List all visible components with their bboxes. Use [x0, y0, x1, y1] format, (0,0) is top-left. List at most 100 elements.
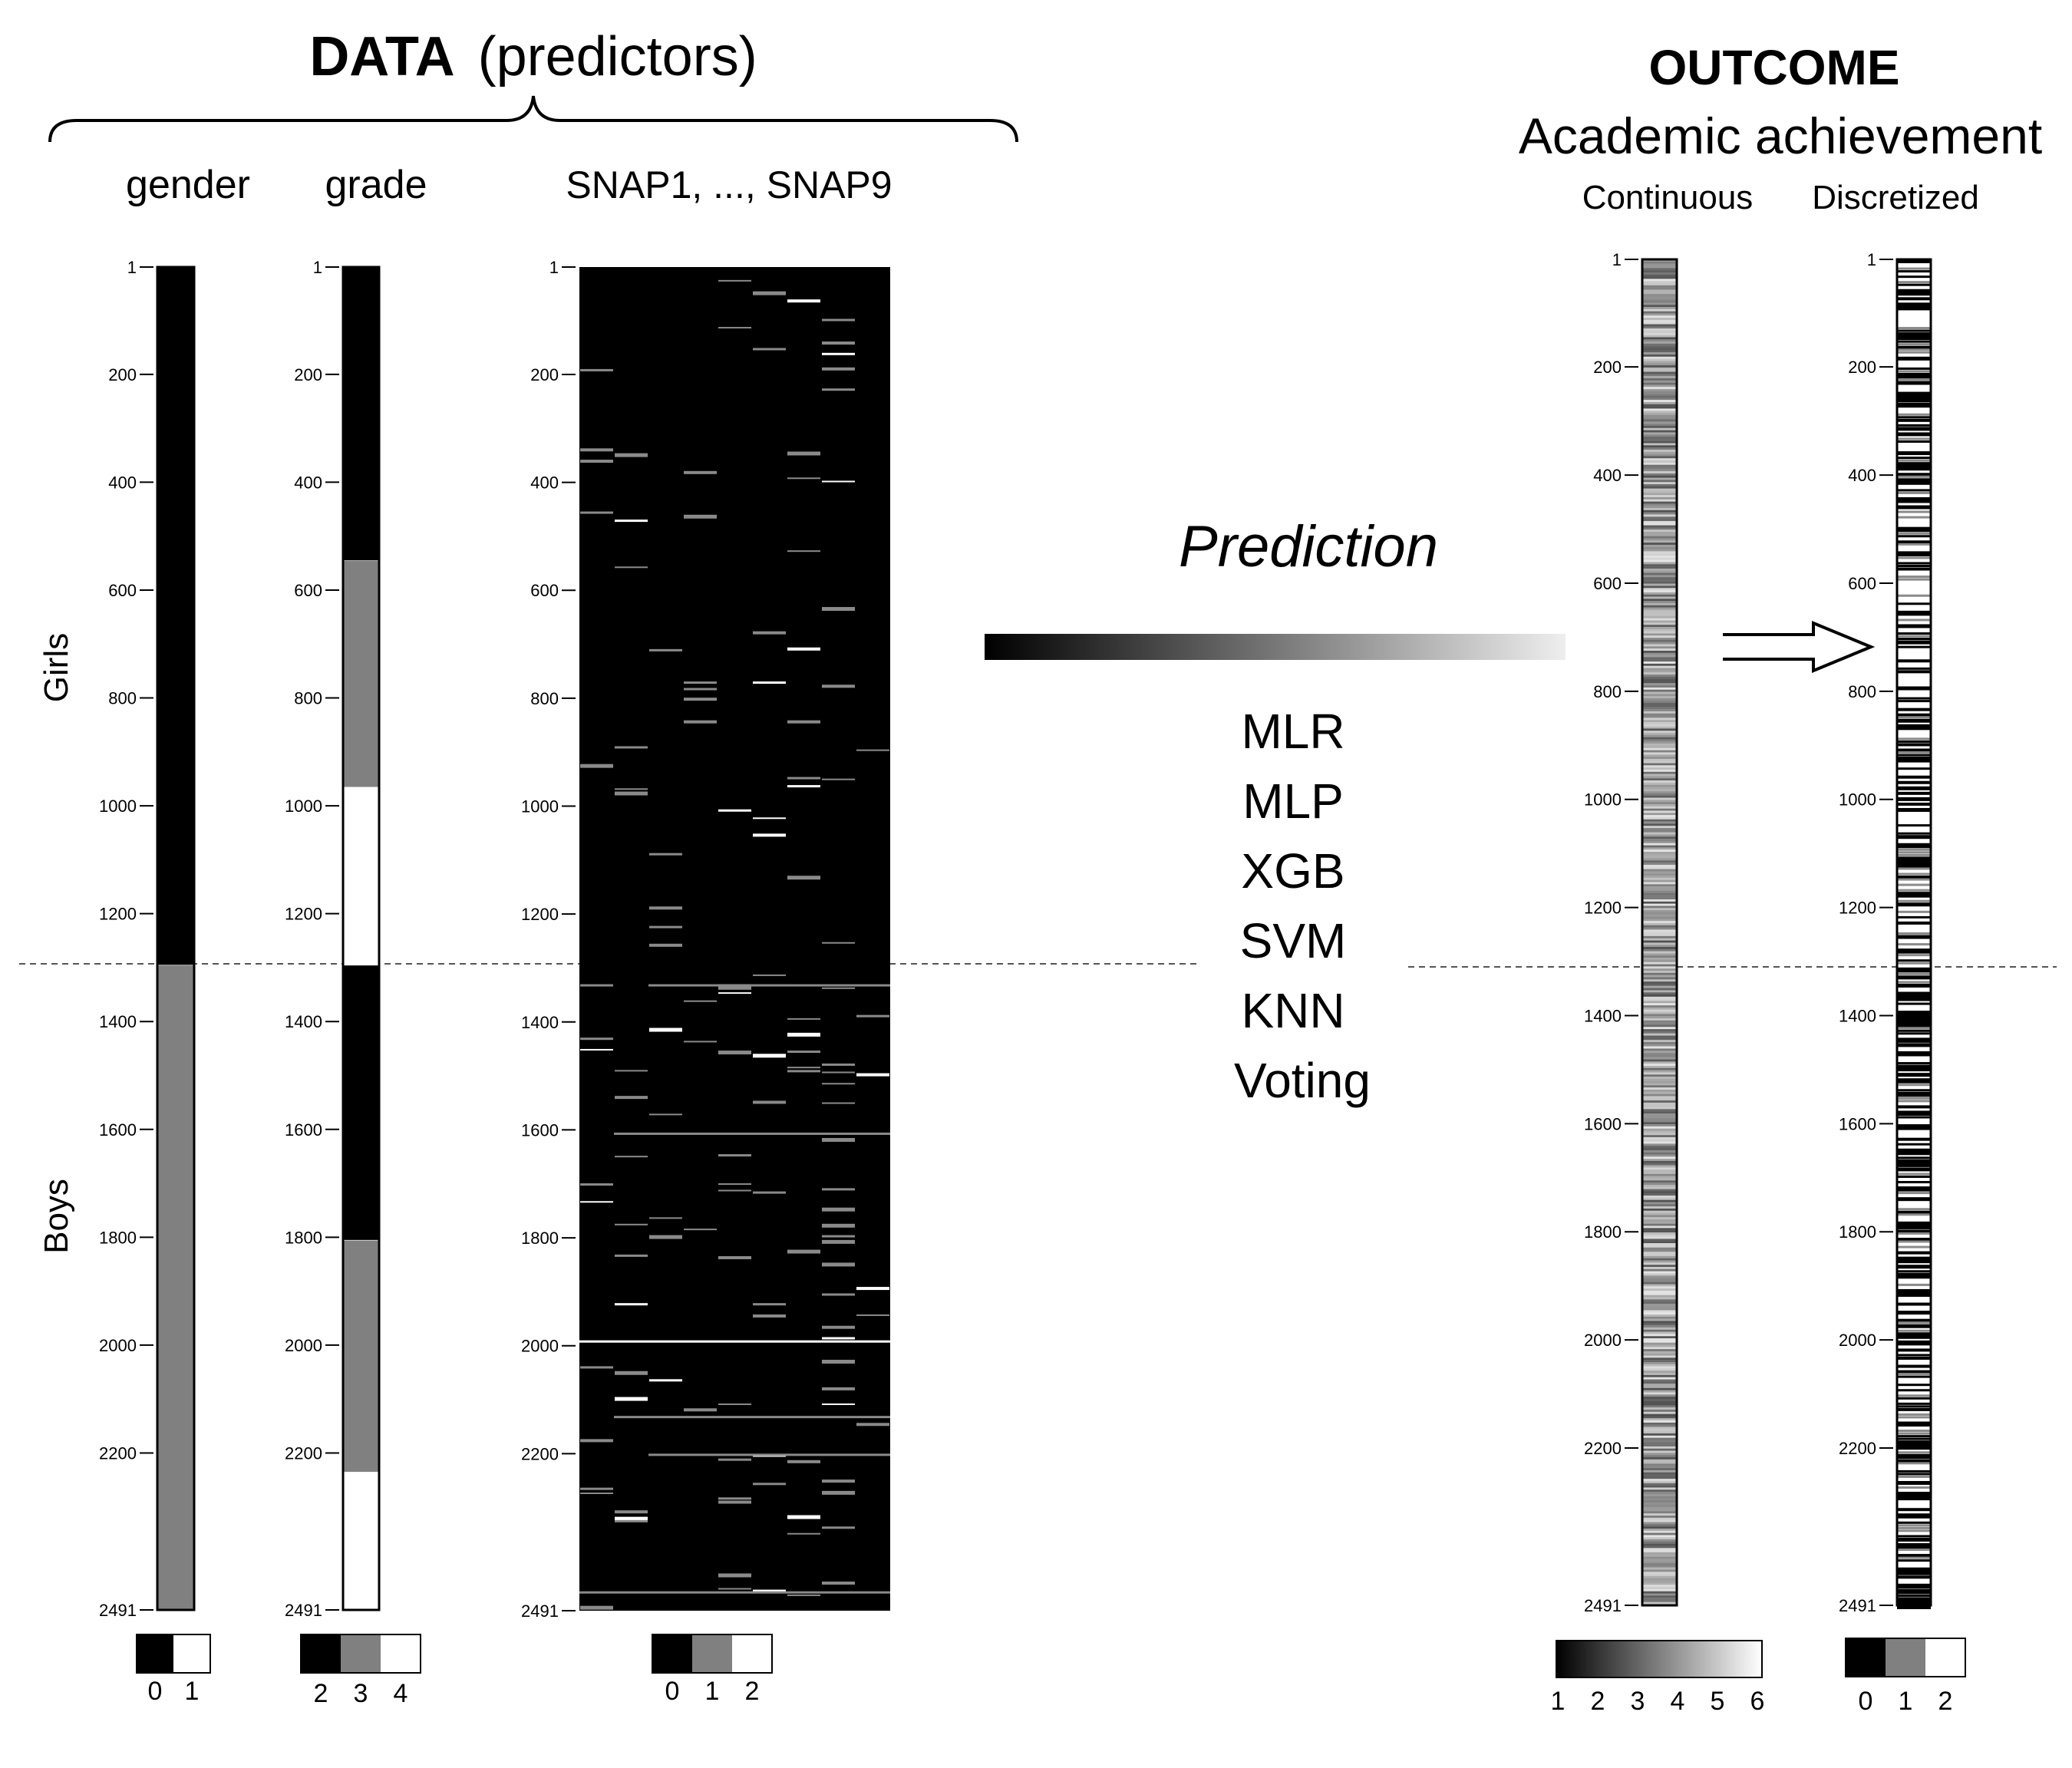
group-label-boys: Boys	[38, 1179, 75, 1254]
continuous-cell	[1642, 544, 1677, 547]
continuous-cell	[1642, 972, 1677, 975]
continuous-cell	[1642, 1150, 1677, 1153]
continuous-cell	[1642, 332, 1677, 335]
discretized-cell	[1897, 1027, 1931, 1030]
discretized-legend-label: 1	[1899, 1687, 1913, 1716]
discretized-cell	[1897, 1554, 1931, 1559]
discretized-cell	[1897, 1384, 1931, 1387]
discretized-cell	[1897, 1329, 1931, 1332]
continuous-cell	[1642, 869, 1677, 872]
grade-tick-label: 2491	[285, 1601, 322, 1620]
discretized-cell	[1897, 1373, 1931, 1376]
continuous-cell	[1642, 1126, 1677, 1129]
continuous-cell	[1642, 279, 1677, 282]
continuous-cell	[1642, 661, 1677, 665]
gender-tick-label: 1400	[99, 1012, 137, 1031]
continuous-cell	[1642, 1160, 1677, 1163]
continuous-cell	[1642, 940, 1677, 943]
continuous-cell	[1642, 1249, 1677, 1252]
snap-cell	[856, 749, 889, 751]
discretized-cell	[1897, 1494, 1931, 1498]
snap-cell	[856, 1423, 889, 1427]
continuous-cell	[1642, 594, 1677, 597]
continuous-cell	[1642, 1286, 1677, 1289]
continuous-cell	[1642, 628, 1677, 632]
continuous-cell	[1642, 460, 1677, 463]
discretized-cell	[1897, 851, 1931, 854]
continuous-cell	[1642, 998, 1677, 1001]
continuous-cell	[1642, 276, 1677, 279]
continuous-cell	[1642, 1083, 1677, 1086]
discretized-cell	[1897, 1037, 1931, 1041]
continuous-cell	[1642, 1007, 1677, 1010]
continuous-cell	[1642, 698, 1677, 701]
discretized-cell	[1897, 902, 1931, 907]
continuous-cell	[1642, 739, 1677, 742]
discretized-cell	[1897, 270, 1931, 273]
discretized-cell	[1897, 1251, 1931, 1255]
continuous-cell	[1642, 890, 1677, 893]
continuous-cell	[1642, 1124, 1677, 1127]
grade-tick-label: 800	[294, 689, 322, 708]
discretized-cell	[1897, 416, 1931, 419]
continuous-cell	[1642, 631, 1677, 634]
continuous-cell	[1642, 992, 1677, 995]
snap-cell	[787, 477, 820, 480]
continuous-cell	[1642, 601, 1677, 604]
discretized-cell	[1897, 437, 1931, 440]
continuous-cell	[1642, 1413, 1677, 1417]
discretized-cell	[1897, 970, 1931, 973]
grade-column	[341, 266, 381, 1611]
continuous-cell	[1642, 1334, 1677, 1337]
snap-legend-label: 1	[705, 1677, 720, 1706]
continuous-cell	[1642, 1303, 1677, 1306]
continuous-cell	[1642, 1561, 1677, 1564]
continuous-cell	[1642, 1474, 1677, 1477]
continuous-cell	[1642, 480, 1677, 483]
gender-legend-frame	[136, 1634, 211, 1674]
continuous-cell	[1642, 845, 1677, 848]
discretized-cell	[1897, 910, 1931, 913]
continuous-cell	[1642, 971, 1677, 974]
continuous-cell	[1642, 564, 1677, 567]
continuous-cell	[1642, 648, 1677, 651]
continuous-cell	[1642, 1271, 1677, 1274]
continuous-cell	[1642, 1104, 1677, 1107]
continuous-cell	[1642, 1379, 1677, 1382]
continuous-cell	[1642, 757, 1677, 760]
discretized-cell	[1897, 378, 1931, 381]
continuous-cell	[1642, 1424, 1677, 1427]
discretized-cell	[1897, 1572, 1931, 1575]
continuous-cell	[1642, 1232, 1677, 1235]
snap-cell	[649, 1217, 682, 1219]
continuous-cell	[1642, 427, 1677, 430]
discretized-cell	[1897, 843, 1931, 846]
continuous-cell	[1642, 475, 1677, 478]
continuous-cell	[1642, 1344, 1677, 1347]
discretized-cell	[1897, 835, 1931, 839]
continuous-cell	[1642, 1381, 1677, 1384]
snap-cell	[718, 1500, 751, 1504]
continuous-cell	[1642, 1018, 1677, 1021]
snap-tick-label: 2200	[521, 1444, 559, 1463]
continuous-cell	[1642, 1184, 1677, 1187]
continuous-cell	[1642, 572, 1677, 576]
continuous-cell	[1642, 1054, 1677, 1057]
continuous-cell	[1642, 856, 1677, 859]
snap-cell	[787, 1515, 820, 1519]
discretized-cell	[1897, 602, 1931, 605]
discretized-cell	[1897, 883, 1931, 886]
gender-tick-label: 400	[108, 473, 137, 492]
snap-row	[648, 1453, 890, 1456]
continuous-cell	[1642, 1239, 1677, 1242]
discretized-cell	[1897, 302, 1931, 306]
continuous-cell	[1642, 700, 1677, 703]
continuous-cell	[1642, 932, 1677, 935]
continuous-cell	[1642, 1312, 1677, 1315]
continuous-cell	[1642, 1130, 1677, 1133]
continuous-cell	[1642, 266, 1677, 269]
data-title: DATA (predictors)	[309, 26, 757, 87]
continuous-cell	[1642, 382, 1677, 385]
continuous-cell	[1642, 1355, 1677, 1358]
continuous-cell	[1642, 1206, 1677, 1209]
